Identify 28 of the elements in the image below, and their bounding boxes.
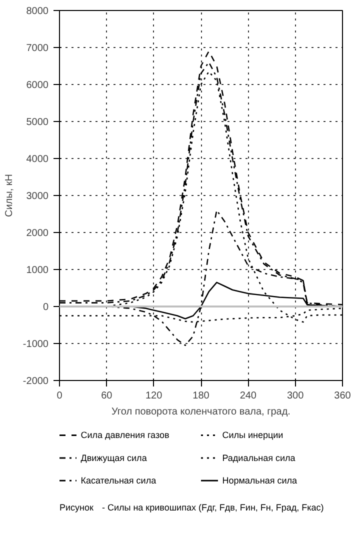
text: - Силы на кривошипах (Fдг, Fдв, Fин, Fн, Fрад, Fкас) <box>102 502 324 512</box>
x-tick-label: 60 <box>101 390 113 402</box>
x-tick-label: 300 <box>286 390 304 402</box>
y-tick-label: 4000 <box>26 154 49 165</box>
y-tick-label: 7000 <box>26 43 49 54</box>
y-tick-label: -1000 <box>22 339 49 350</box>
y-tick-label: 5000 <box>26 117 49 128</box>
legend-label: Нормальная сила <box>222 476 298 486</box>
y-tick-label: 8000 <box>26 6 49 17</box>
legend-label: Движущая сила <box>80 452 147 463</box>
y-tick-label: 1000 <box>26 265 49 276</box>
y-tick-label: 2000 <box>26 228 49 239</box>
legend-label: Силы инерции <box>222 430 284 440</box>
x-tick-label: 240 <box>240 390 257 402</box>
legend-label: Касательная сила <box>80 476 156 486</box>
x-tick-label: 360 <box>334 390 352 402</box>
legend-label: Сила давления газов <box>80 430 170 440</box>
y-tick-label: 0 <box>42 302 49 313</box>
x-tick-label: 0 <box>56 390 63 402</box>
y-tick-label: 6000 <box>26 80 49 91</box>
x-tick-label: 120 <box>145 390 163 402</box>
legend-label: Радиальная сила <box>222 452 296 463</box>
x-tick-label: 180 <box>192 390 210 402</box>
y-tick-label: -2000 <box>22 376 49 387</box>
text: Рисунок <box>60 502 94 512</box>
x-axis-title: Угол поворота коленчатого вала, град. <box>112 406 290 418</box>
y-axis-title: Силы, кН <box>4 174 15 217</box>
y-tick-label: 3000 <box>26 191 49 202</box>
